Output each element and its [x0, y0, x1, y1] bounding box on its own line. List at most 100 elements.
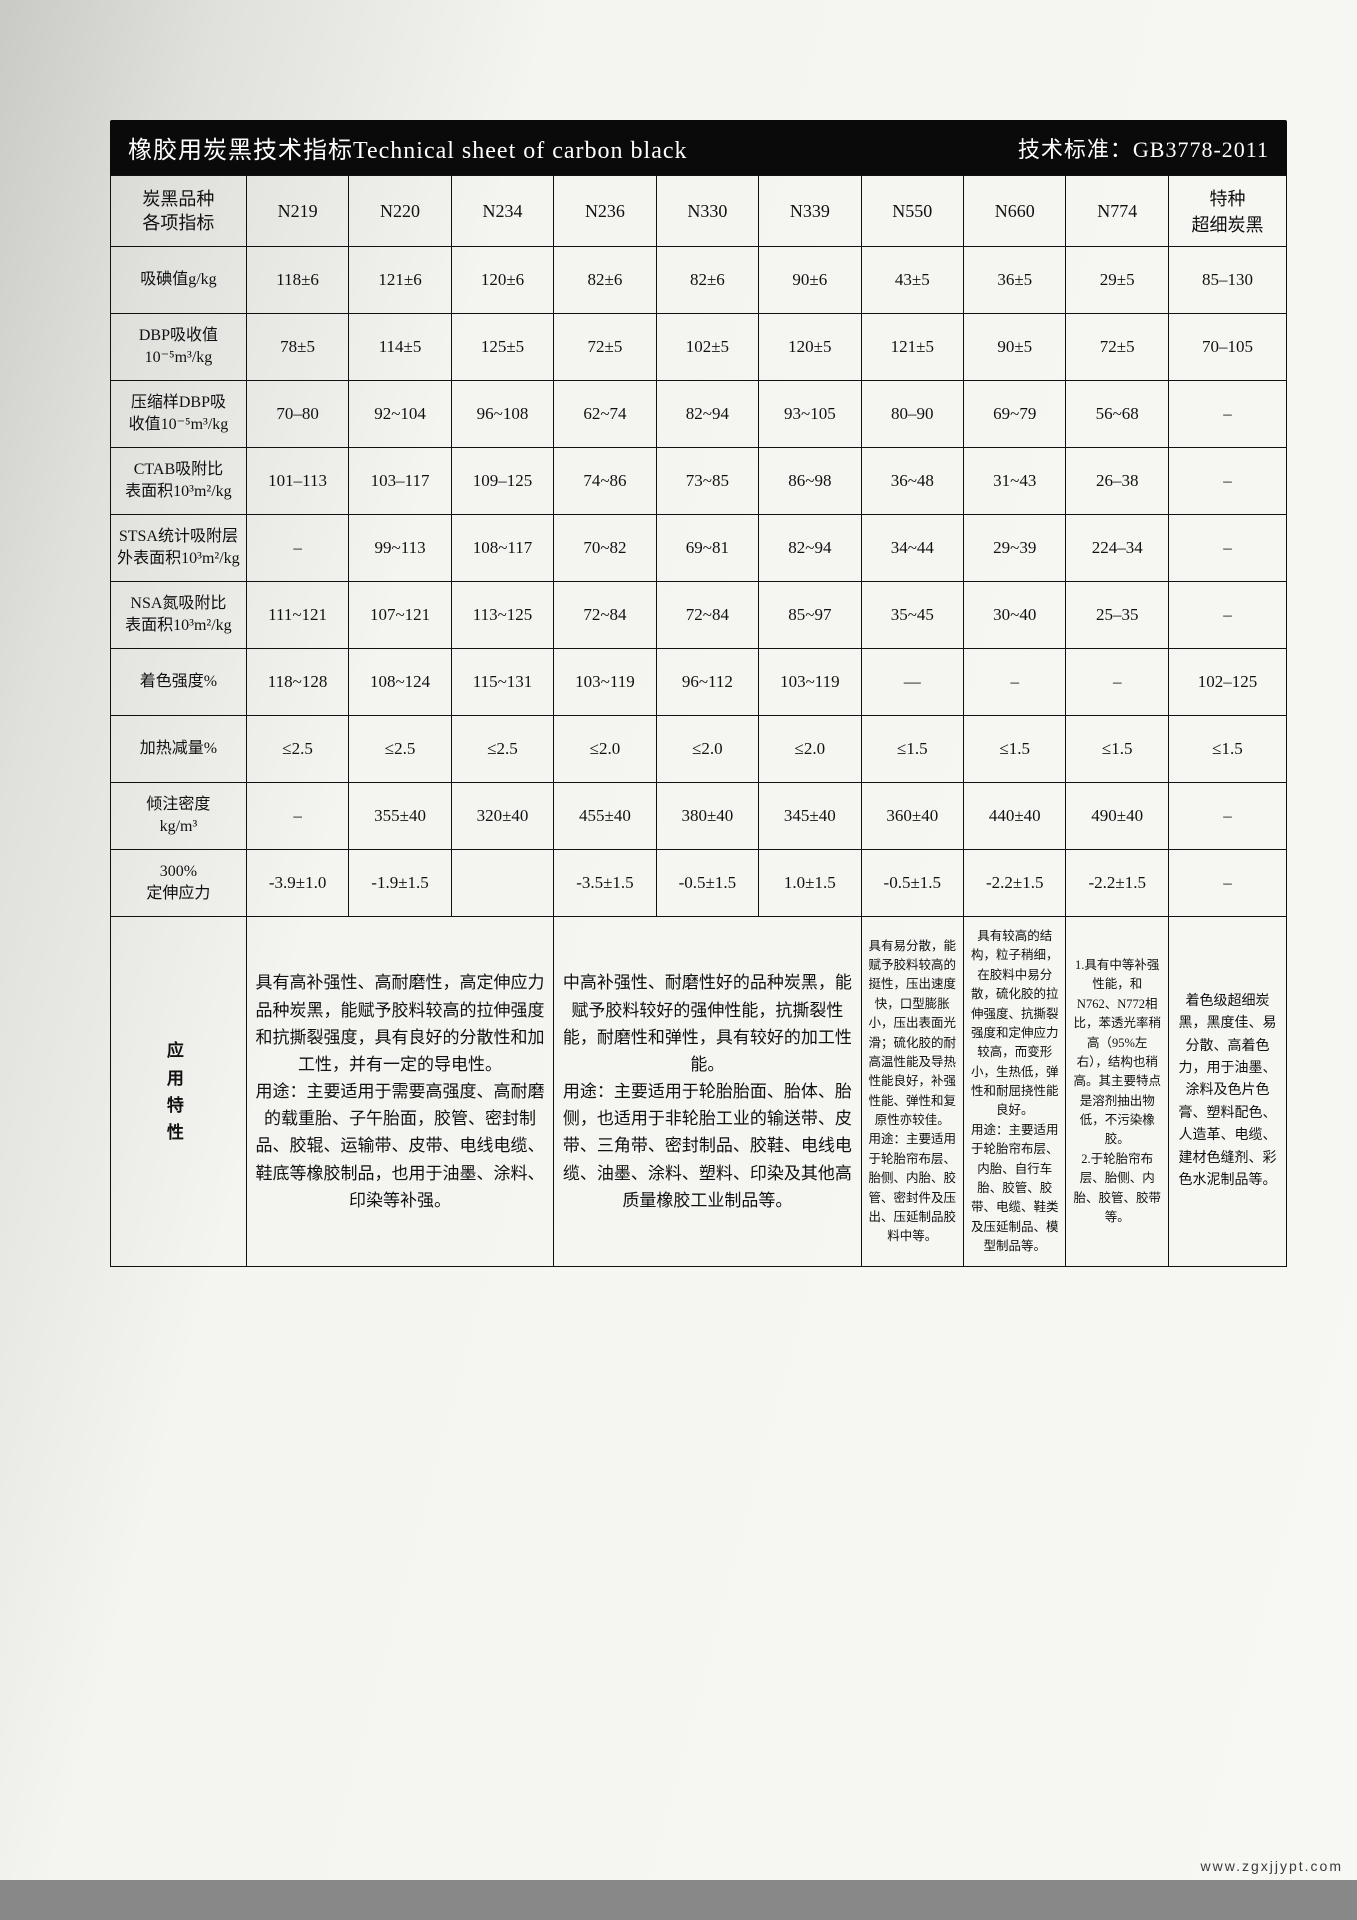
value-cell: ≤1.5 — [964, 716, 1066, 783]
value-cell: 102±5 — [656, 314, 758, 381]
application-block-1: 具有高补强性、高耐磨性，高定伸应力品种炭黑，能赋予胶料较高的拉伸强度和抗撕裂强度… — [246, 917, 553, 1267]
value-cell: 345±40 — [759, 783, 861, 850]
grade-header: N774 — [1066, 176, 1168, 247]
value-cell: -0.5±1.5 — [861, 850, 963, 917]
value-cell — [451, 850, 553, 917]
value-cell: 34~44 — [861, 515, 963, 582]
value-cell: 26–38 — [1066, 448, 1168, 515]
table-row: 压缩样DBP吸收值10⁻⁵m³/kg70–8092~10496~10862~74… — [111, 381, 1287, 448]
value-cell: 29~39 — [964, 515, 1066, 582]
grade-header: N339 — [759, 176, 861, 247]
header-title: 橡胶用炭黑技术指标Technical sheet of carbon black — [128, 130, 688, 165]
value-cell: 25–35 — [1066, 582, 1168, 649]
value-cell: – — [964, 649, 1066, 716]
value-cell: 35~45 — [861, 582, 963, 649]
value-cell: 82±6 — [656, 247, 758, 314]
value-cell: 125±5 — [451, 314, 553, 381]
value-cell: 36~48 — [861, 448, 963, 515]
watermark: www.zgxjjypt.com — [1201, 1858, 1343, 1874]
value-cell: 92~104 — [349, 381, 451, 448]
value-cell: 99~113 — [349, 515, 451, 582]
grade-header: N330 — [656, 176, 758, 247]
std-value: GB3778-2011 — [1133, 137, 1269, 162]
value-cell: 62~74 — [554, 381, 656, 448]
value-cell: 82±6 — [554, 247, 656, 314]
value-cell: 114±5 — [349, 314, 451, 381]
value-cell: – — [1168, 783, 1286, 850]
value-cell: – — [1168, 850, 1286, 917]
value-cell: 29±5 — [1066, 247, 1168, 314]
value-cell: 1.0±1.5 — [759, 850, 861, 917]
row-label: 压缩样DBP吸收值10⁻⁵m³/kg — [111, 381, 247, 448]
value-cell: 109–125 — [451, 448, 553, 515]
value-cell: ≤2.5 — [246, 716, 348, 783]
value-cell: 43±5 — [861, 247, 963, 314]
value-cell: – — [1066, 649, 1168, 716]
value-cell: 455±40 — [554, 783, 656, 850]
table-row: 300%定伸应力-3.9±1.0-1.9±1.5-3.5±1.5-0.5±1.5… — [111, 850, 1287, 917]
row-label: 吸碘值g/kg — [111, 247, 247, 314]
value-cell: 108~117 — [451, 515, 553, 582]
value-cell: 355±40 — [349, 783, 451, 850]
value-cell: – — [1168, 582, 1286, 649]
value-cell: 82~94 — [656, 381, 758, 448]
value-cell: 72±5 — [1066, 314, 1168, 381]
value-cell: -2.2±1.5 — [964, 850, 1066, 917]
data-rows: 吸碘值g/kg118±6121±6120±682±682±690±643±536… — [111, 247, 1287, 917]
corner-header: 炭黑品种各项指标 — [111, 176, 247, 247]
scanned-page: 橡胶用炭黑技术指标Technical sheet of carbon black… — [0, 0, 1357, 1880]
application-block-6: 着色级超细炭黑，黑度佳、易分散、高着色力，用于油墨、涂料及色片色膏、塑料配色、人… — [1168, 917, 1286, 1267]
value-cell: 380±40 — [656, 783, 758, 850]
application-block-5: 1.具有中等补强性能，和N762、N772相比，苯透光率稍高（95%左右），结构… — [1066, 917, 1168, 1267]
value-cell: 72±5 — [554, 314, 656, 381]
value-cell: 93~105 — [759, 381, 861, 448]
value-cell: ≤2.5 — [451, 716, 553, 783]
value-cell: – — [246, 515, 348, 582]
value-cell: 70–105 — [1168, 314, 1286, 381]
row-label: CTAB吸附比表面积10³m²/kg — [111, 448, 247, 515]
value-cell: 115~131 — [451, 649, 553, 716]
table-row: DBP吸收值10⁻⁵m³/kg78±5114±5125±572±5102±512… — [111, 314, 1287, 381]
grade-header: N236 — [554, 176, 656, 247]
row-label: 着色强度% — [111, 649, 247, 716]
value-cell: 90±5 — [964, 314, 1066, 381]
value-cell: – — [246, 783, 348, 850]
row-label: 加热减量% — [111, 716, 247, 783]
value-cell: 70~82 — [554, 515, 656, 582]
value-cell: 30~40 — [964, 582, 1066, 649]
value-cell: 360±40 — [861, 783, 963, 850]
header-title-cn: 橡胶用炭黑技术指标 — [128, 138, 353, 164]
application-block-2: 中高补强性、耐磨性好的品种炭黑，能赋予胶料较好的强伸性能，抗撕裂性能，耐磨性和弹… — [554, 917, 861, 1267]
value-cell: 72~84 — [656, 582, 758, 649]
value-cell: -1.9±1.5 — [349, 850, 451, 917]
value-cell: 78±5 — [246, 314, 348, 381]
value-cell: 121±5 — [861, 314, 963, 381]
header-standard: 技术标准：GB3778-2011 — [1018, 132, 1269, 164]
value-cell: ≤2.0 — [656, 716, 758, 783]
value-cell: – — [1168, 515, 1286, 582]
value-cell: 118~128 — [246, 649, 348, 716]
grade-header: N234 — [451, 176, 553, 247]
value-cell: -3.5±1.5 — [554, 850, 656, 917]
table-row: 着色强度%118~128108~124115~131103~11996~1121… — [111, 649, 1287, 716]
grade-header: N550 — [861, 176, 963, 247]
value-cell: 108~124 — [349, 649, 451, 716]
grade-header: N660 — [964, 176, 1066, 247]
row-label: 倾注密度kg/m³ — [111, 783, 247, 850]
value-cell: 320±40 — [451, 783, 553, 850]
header-bar: 橡胶用炭黑技术指标Technical sheet of carbon black… — [110, 120, 1287, 175]
table-row: NSA氮吸附比表面积10³m²/kg111~121107~121113~1257… — [111, 582, 1287, 649]
value-cell: 56~68 — [1066, 381, 1168, 448]
value-cell: -0.5±1.5 — [656, 850, 758, 917]
table-header-row: 炭黑品种各项指标 N219 N220 N234 N236 N330 N339 N… — [111, 176, 1287, 247]
application-block-4: 具有较高的结构，粒子稍细，在胶料中易分散，硫化胶的拉伸强度、抗撕裂强度和定伸应力… — [964, 917, 1066, 1267]
value-cell: 74~86 — [554, 448, 656, 515]
value-cell: 80–90 — [861, 381, 963, 448]
table-row: STSA统计吸附层外表面积10³m²/kg–99~113108~11770~82… — [111, 515, 1287, 582]
value-cell: 103~119 — [554, 649, 656, 716]
value-cell: -3.9±1.0 — [246, 850, 348, 917]
value-cell: 90±6 — [759, 247, 861, 314]
value-cell: 101–113 — [246, 448, 348, 515]
value-cell: ≤1.5 — [1168, 716, 1286, 783]
value-cell: 111~121 — [246, 582, 348, 649]
